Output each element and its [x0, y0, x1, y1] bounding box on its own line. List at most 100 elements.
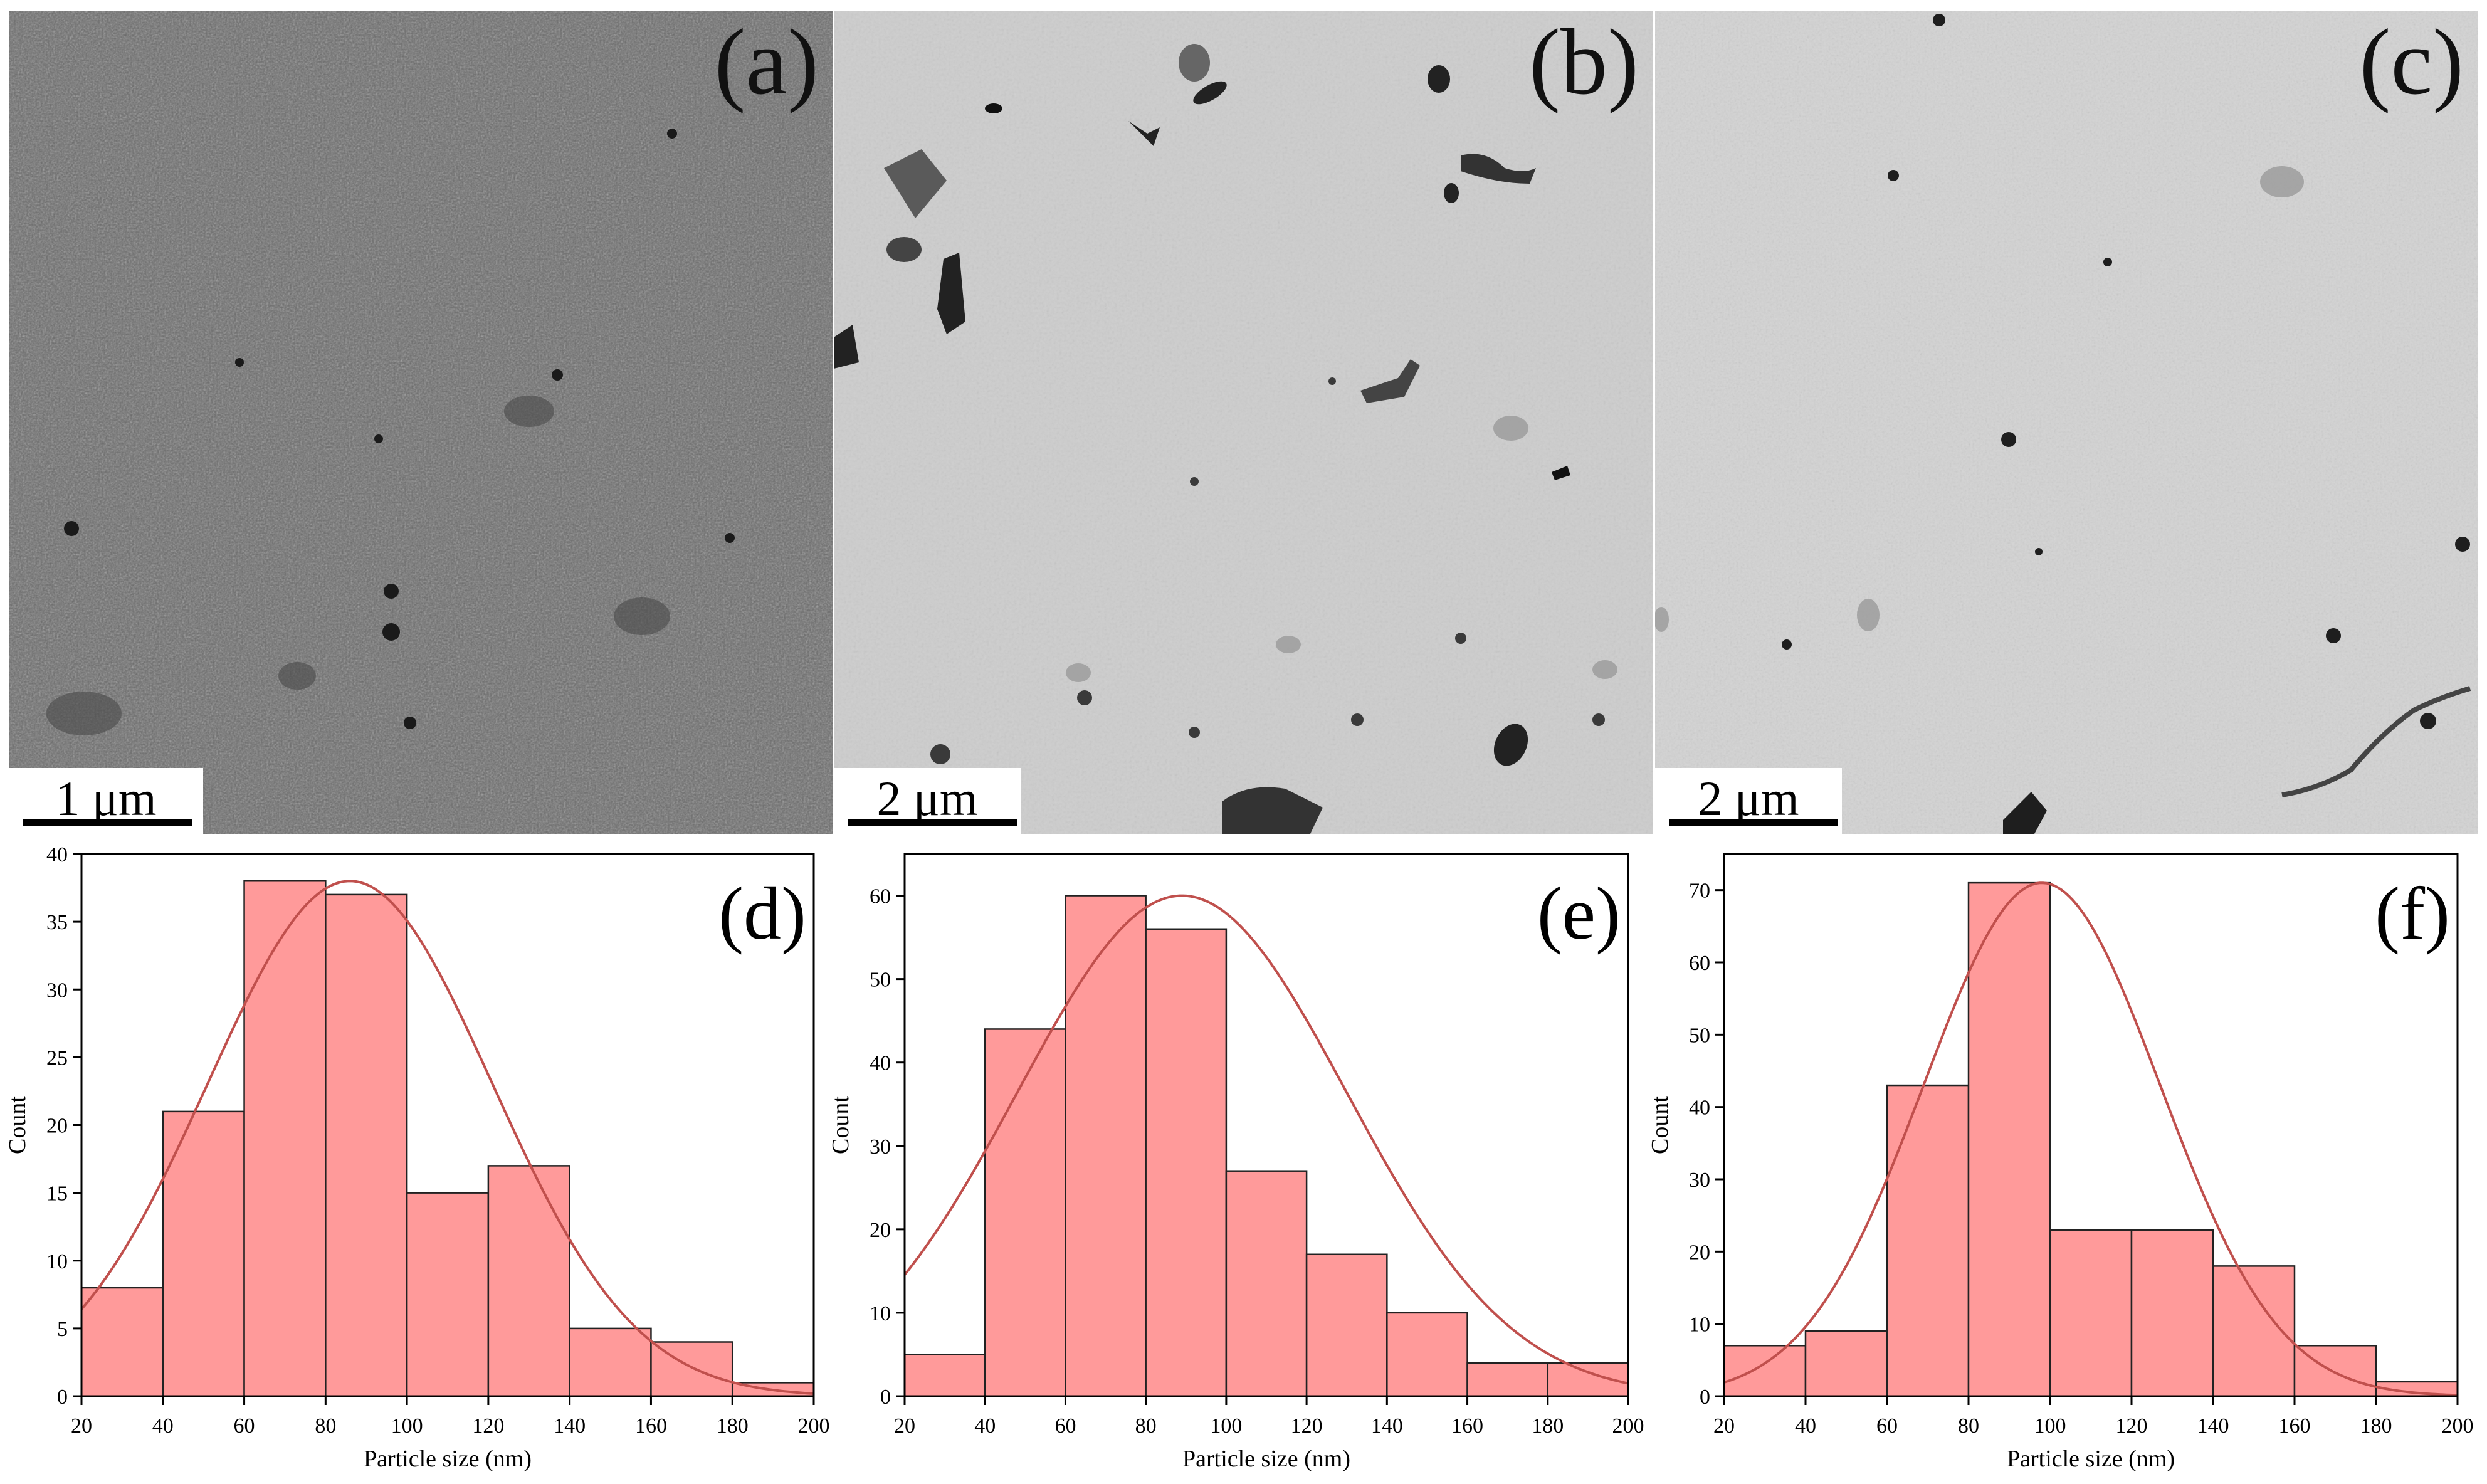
- x-tick-label: 160: [1451, 1414, 1483, 1438]
- y-tick-label: 40: [870, 1052, 891, 1075]
- micrograph-panel-b: (b) 2 μm: [834, 11, 1653, 834]
- panel-letter: (d): [718, 871, 806, 955]
- x-tick-label: 40: [1795, 1414, 1816, 1438]
- y-tick-label: 0: [880, 1386, 891, 1409]
- y-tick-label: 40: [1689, 1097, 1710, 1120]
- x-axis-label: Particle size (nm): [1182, 1446, 1350, 1472]
- scale-bar-label-a: 1 μm: [55, 771, 157, 826]
- y-tick-label: 10: [46, 1250, 68, 1273]
- panel-letter-c: (c): [2359, 11, 2464, 114]
- y-tick-label: 40: [46, 843, 68, 866]
- histogram-bar: [984, 1028, 1066, 1397]
- panel-letter: (e): [1537, 871, 1621, 955]
- y-tick-label: 70: [1689, 880, 1710, 903]
- histogram-0: 20 40 60 80 100 120 140 160 180 200 0 5 10 15 20 25 30 35…: [4, 843, 830, 1472]
- x-tick-label: 140: [2197, 1414, 2229, 1438]
- x-tick-label: 20: [1713, 1414, 1735, 1438]
- gaussian-fit-curve: [1723, 881, 2458, 1397]
- histogram-bar: [325, 893, 408, 1397]
- y-tick-label: 30: [46, 979, 68, 1002]
- histogram-1: 20 40 60 80 100 120 140 160 180 200 0 10 20 30 40 50 60 P…: [828, 853, 1644, 1472]
- histogram-bar: [1386, 1312, 1468, 1397]
- y-tick-label: 50: [1689, 1024, 1710, 1047]
- x-tick-label: 200: [798, 1414, 830, 1438]
- panel-letter-a: (a): [714, 11, 819, 114]
- scale-bar-a: 1 μm: [9, 768, 203, 834]
- histogram-bar: [2130, 1229, 2214, 1397]
- x-tick-label: 60: [1876, 1414, 1898, 1438]
- x-tick-label: 120: [1291, 1414, 1323, 1438]
- histogram-bar: [1065, 895, 1147, 1397]
- x-tick-label: 180: [717, 1414, 749, 1438]
- y-tick-label: 0: [57, 1386, 68, 1409]
- y-tick-label: 30: [1689, 1169, 1710, 1192]
- histogram-bar: [1225, 1170, 1308, 1397]
- x-axis-label: Particle size (nm): [2007, 1446, 2175, 1472]
- y-tick-label: 0: [1700, 1386, 1710, 1409]
- histogram-charts: 20 40 60 80 100 120 140 160 180 20005101520253035…: [4, 843, 2474, 1472]
- histogram-bar: [243, 880, 327, 1397]
- y-tick-label: 15: [46, 1182, 68, 1206]
- y-tick-label: 20: [1689, 1241, 1710, 1264]
- y-tick-label: 5: [57, 1318, 68, 1341]
- x-tick-label: 80: [315, 1414, 336, 1438]
- histogram-bar: [1804, 1330, 1888, 1397]
- x-tick-label: 180: [2360, 1414, 2392, 1438]
- micrograph-panel-c: (c) 2 μm: [1655, 11, 2478, 834]
- y-tick-label: 25: [46, 1046, 68, 1070]
- y-tick-label: 20: [870, 1219, 891, 1242]
- scale-bar-c: 2 μm: [1655, 768, 1842, 834]
- histogram-bar: [1886, 1084, 1970, 1397]
- histogram-bar: [569, 1327, 652, 1397]
- micrograph-panel-a: (a) 1 μm: [9, 11, 833, 834]
- histogram-bar: [1466, 1362, 1549, 1397]
- histogram-bar: [406, 1192, 490, 1397]
- micrograph-a-texture: [9, 11, 833, 834]
- x-tick-label: 160: [2279, 1414, 2311, 1438]
- gaussian-fit-curve: [80, 880, 814, 1395]
- y-axis-label: Count: [1647, 1096, 1673, 1154]
- histogram-bar: [2049, 1229, 2133, 1397]
- x-tick-label: 100: [1210, 1414, 1242, 1438]
- scale-bar-b: 2 μm: [834, 768, 1021, 834]
- scale-bar-line-a: [23, 819, 192, 826]
- x-tick-label: 100: [2034, 1414, 2066, 1438]
- x-axis-label: Particle size (nm): [364, 1446, 532, 1472]
- panel-letter: (f): [2375, 871, 2450, 955]
- y-axis-label: Count: [828, 1096, 854, 1154]
- x-tick-label: 140: [1371, 1414, 1403, 1438]
- scale-bar-line-b: [848, 819, 1017, 826]
- scale-bar-line-c: [1669, 819, 1838, 826]
- histogram-bar: [903, 1354, 986, 1397]
- scale-bar-label-c: 2 μm: [1698, 771, 1799, 826]
- x-tick-label: 20: [71, 1414, 92, 1438]
- plot-frame: [903, 853, 1629, 1397]
- histogram-bar: [1305, 1253, 1388, 1397]
- x-tick-label: 200: [2442, 1414, 2474, 1438]
- panel-letter-b: (b): [1529, 11, 1639, 114]
- scale-bar-label-b: 2 μm: [876, 771, 978, 826]
- histogram-bar: [1967, 881, 2051, 1397]
- x-tick-label: 80: [1135, 1414, 1157, 1438]
- histogram-bar: [80, 1287, 164, 1397]
- y-tick-label: 60: [1689, 952, 1710, 975]
- x-tick-label: 120: [472, 1414, 504, 1438]
- x-tick-label: 120: [2116, 1414, 2148, 1438]
- plot-frame: [1723, 853, 2459, 1397]
- histogram-bar: [487, 1165, 570, 1397]
- x-tick-label: 60: [1054, 1414, 1076, 1438]
- x-tick-label: 180: [1532, 1414, 1564, 1438]
- micrograph-b-texture: [834, 11, 1653, 834]
- x-tick-label: 40: [152, 1414, 174, 1438]
- y-tick-label: 10: [870, 1302, 891, 1325]
- x-tick-label: 40: [974, 1414, 996, 1438]
- x-tick-label: 100: [391, 1414, 423, 1438]
- y-tick-label: 50: [870, 969, 891, 992]
- y-tick-label: 60: [870, 885, 891, 908]
- y-tick-label: 10: [1689, 1313, 1710, 1337]
- x-tick-label: 140: [554, 1414, 586, 1438]
- micrograph-c-texture: [1655, 11, 2478, 834]
- gaussian-fit-curve: [903, 894, 1629, 1385]
- y-tick-label: 20: [46, 1115, 68, 1138]
- x-tick-label: 60: [234, 1414, 255, 1438]
